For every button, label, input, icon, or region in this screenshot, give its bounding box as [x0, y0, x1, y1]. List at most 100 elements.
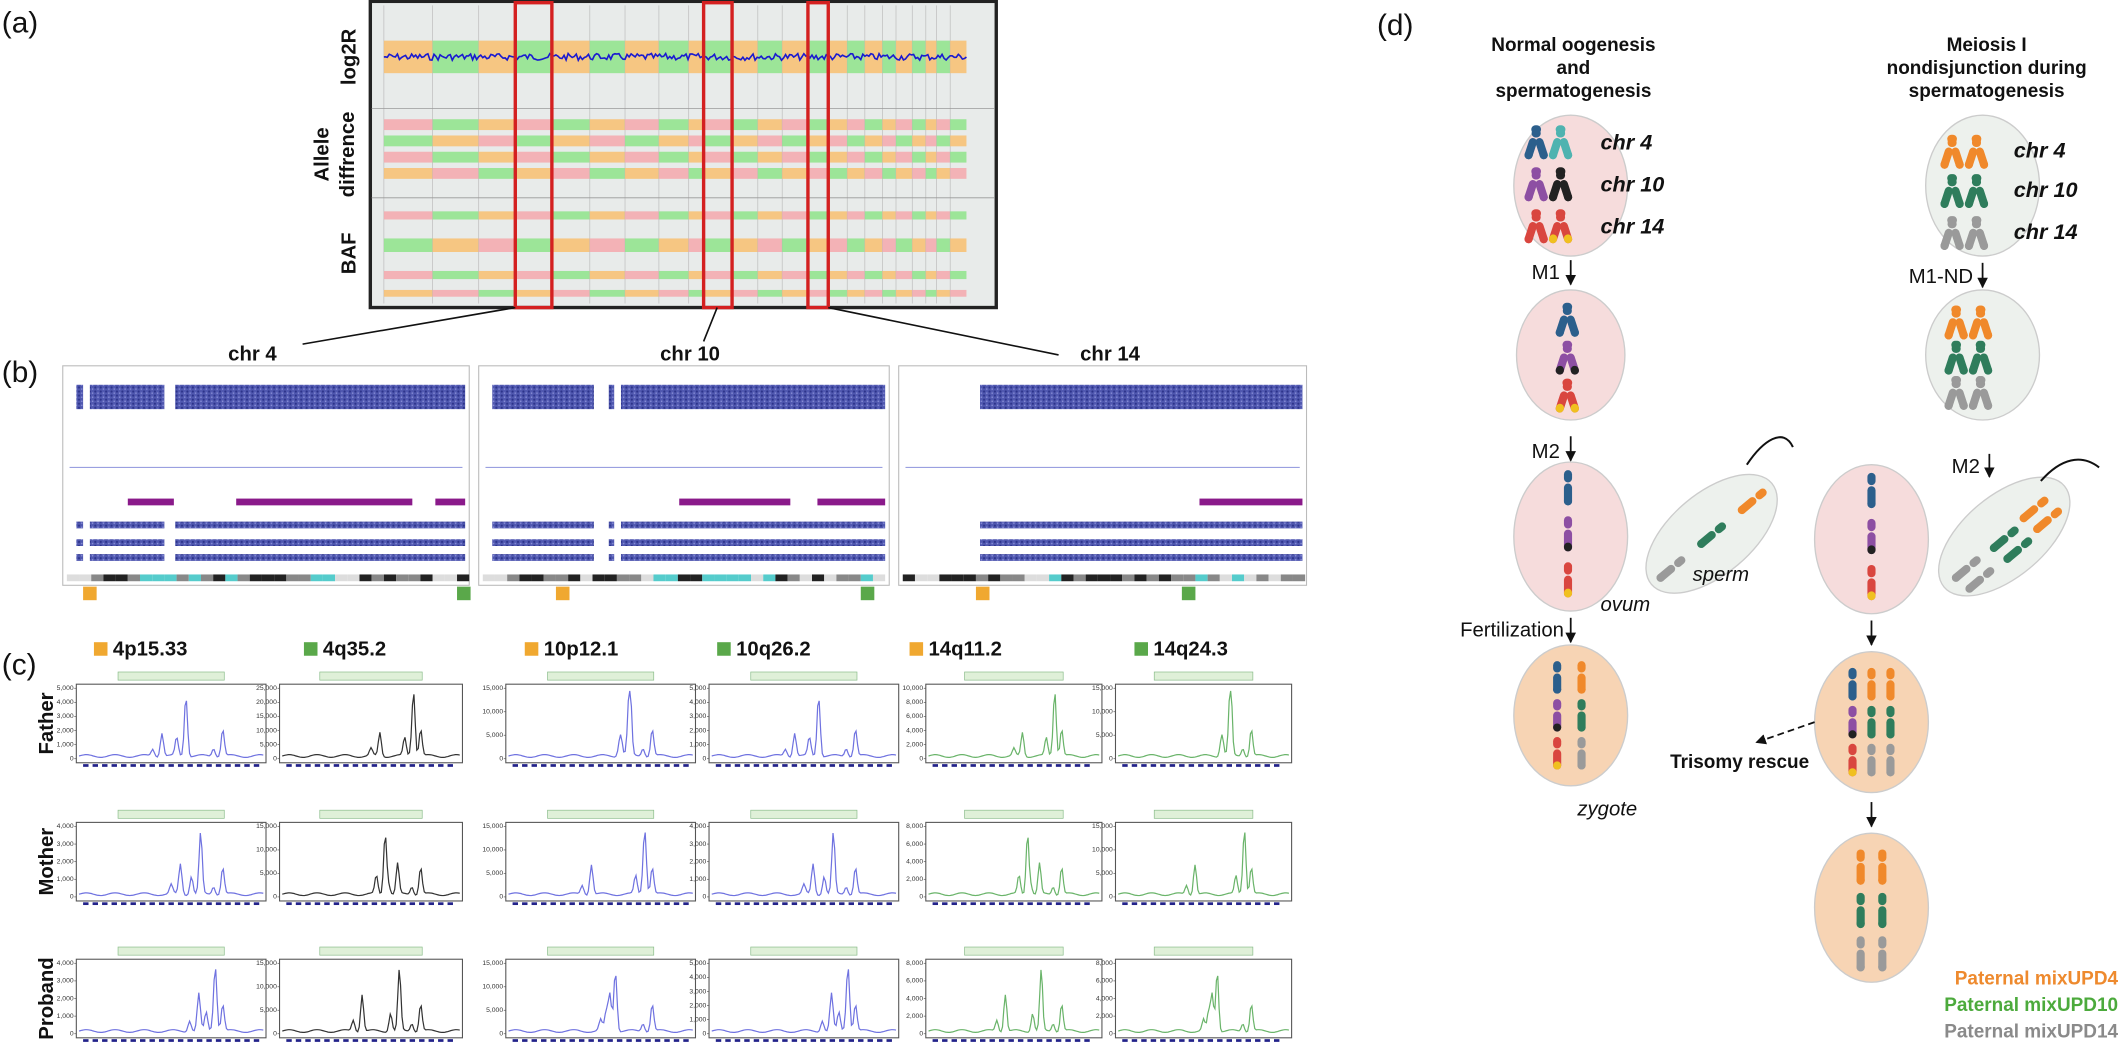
bin-marker [664, 902, 670, 906]
chromatid-tip [1539, 192, 1548, 202]
roh-segment [236, 498, 413, 506]
track-band [658, 119, 689, 131]
chromatid [1856, 849, 1865, 885]
y-tick-label: 6,000 [906, 713, 923, 720]
scatter-band [175, 521, 466, 529]
bin-marker [801, 902, 807, 906]
bin-marker [1008, 902, 1014, 906]
chromatid-tip [1968, 365, 1978, 375]
bin-marker [980, 1039, 986, 1042]
ideogram-band [555, 574, 569, 582]
y-tick-label: 5,000 [486, 732, 503, 739]
ideogram-band [1049, 574, 1062, 582]
bin-marker [438, 764, 444, 767]
bin-marker [438, 1039, 444, 1042]
track-band [828, 135, 848, 147]
chromatid [1951, 556, 1981, 582]
roh-segment [679, 498, 791, 506]
bin-marker [1188, 764, 1195, 767]
bin-marker [1245, 902, 1251, 906]
track-band [936, 270, 951, 280]
track-band [882, 211, 896, 220]
track-band [757, 119, 783, 131]
roh-segment [817, 498, 886, 506]
bin-marker [1160, 1039, 1166, 1042]
chromatid [1886, 667, 1895, 701]
track-band [896, 211, 913, 220]
track-band [658, 270, 689, 280]
bin-marker [158, 902, 165, 906]
ideogram-band [629, 574, 642, 582]
bin-marker [381, 764, 387, 767]
chromatid [1947, 134, 1964, 169]
trace [78, 700, 264, 758]
bin-marker [734, 764, 741, 767]
bin-marker [512, 764, 518, 767]
ideogram-band [371, 574, 384, 582]
bin-marker [560, 764, 566, 767]
ideogram-band [988, 574, 1001, 582]
chromatid-arm [1563, 516, 1573, 529]
chromatid-arm [1951, 375, 1961, 389]
plot-frame [505, 958, 697, 1039]
bin-marker [333, 764, 340, 767]
track-band [847, 168, 865, 179]
chromatid-tip [1539, 234, 1548, 244]
chromatid [1848, 667, 1857, 701]
scatter-band [76, 521, 84, 529]
bin-marker [1036, 1039, 1043, 1042]
chromatid-tip [1548, 192, 1558, 202]
locus-bar [750, 671, 858, 681]
bin-marker [314, 764, 321, 767]
bin-marker [234, 902, 241, 906]
trace [928, 694, 1100, 758]
chromatid-tip [1548, 150, 1558, 160]
ideogram-band [763, 574, 776, 582]
bin-marker [158, 1039, 165, 1042]
bin-marker [1074, 764, 1081, 767]
locus-marker [83, 586, 97, 601]
track-band [688, 40, 704, 74]
bin-marker [1179, 902, 1185, 906]
chromatid [1971, 134, 1989, 169]
bin-marker [168, 902, 174, 906]
y-tick-label: 0 [703, 894, 707, 901]
chromatid-tip [1944, 365, 1953, 375]
bin-marker [654, 764, 661, 767]
bin-marker [512, 1039, 518, 1042]
chromatid-tip [1886, 692, 1895, 701]
ideogram-band [225, 574, 238, 582]
bin-marker [447, 764, 453, 767]
ideogram-band [726, 574, 739, 582]
y-tick-label: 6,000 [906, 841, 923, 848]
locus-label: 14q24.3 [1153, 639, 1228, 661]
y-tick-label: 2,000 [57, 995, 74, 1002]
bin-marker [753, 902, 760, 906]
ideogram-band [592, 574, 605, 582]
bin-marker [244, 764, 250, 767]
track-band [847, 151, 865, 163]
bin-marker [810, 902, 817, 906]
bin-marker [1017, 764, 1024, 767]
chromatid-tip [1983, 401, 1993, 410]
bin-marker [531, 764, 537, 767]
bin-marker [1207, 1039, 1214, 1042]
chromatid [1867, 518, 1876, 555]
bin-marker [763, 1039, 769, 1042]
chromatid [1947, 174, 1964, 208]
chromosome-label: chr 10 [2014, 177, 2078, 202]
locus-label: 10q26.2 [736, 639, 811, 661]
locus-bar [117, 809, 225, 819]
ideogram-band [543, 574, 556, 582]
track-band [936, 211, 951, 220]
chromatid-tip [1940, 199, 1949, 208]
y-tick-label: 4,000 [689, 699, 706, 706]
bin-marker [1131, 764, 1138, 767]
track-band [478, 211, 517, 220]
ideogram-band [812, 574, 825, 582]
track-band [828, 238, 848, 252]
bin-marker [111, 764, 117, 767]
bin-marker [810, 1039, 817, 1042]
chromatid-arm [1577, 661, 1586, 673]
ideogram-band [799, 574, 812, 582]
